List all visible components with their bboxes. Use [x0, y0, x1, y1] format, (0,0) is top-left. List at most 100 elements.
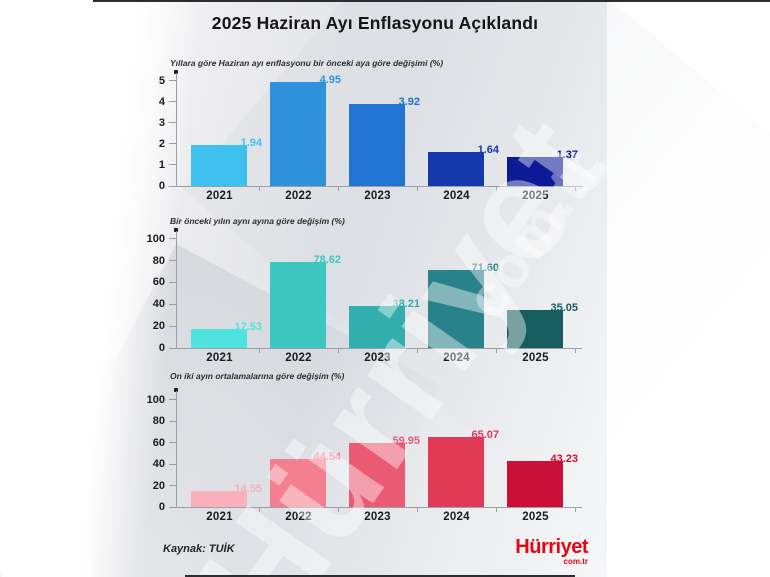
tick-mark-icon: [417, 187, 418, 191]
bar: 59.95: [349, 435, 420, 507]
tick-mark-icon: [169, 442, 176, 444]
y-axis-tick: 60: [138, 276, 178, 288]
bar: 44.54: [270, 451, 341, 507]
y-axis-tick: 100: [138, 394, 178, 406]
year-label: 2021: [206, 511, 233, 523]
bar-value-label: 1.94: [240, 137, 262, 150]
y-axis-tick: 60: [138, 437, 178, 449]
hurriyet-logo-text: Hürriyet: [515, 536, 588, 558]
y-axis-tick: 100: [138, 233, 178, 245]
axis-tick-label: 0: [158, 501, 165, 513]
bar: 3.92: [349, 96, 420, 186]
tick-mark-icon: [338, 508, 339, 512]
year-label: 2023: [364, 511, 391, 523]
bar-value-label: 17.53: [234, 320, 262, 333]
axis-tick-label: 0: [158, 180, 165, 192]
year-label: 2024: [443, 511, 470, 523]
bar-value-label: 1.37: [556, 149, 578, 162]
tick-mark-icon: [417, 508, 418, 512]
bar: 1.37: [507, 149, 578, 186]
tick-mark-icon: [575, 187, 576, 191]
bar-slot: 3.92 2023: [338, 73, 420, 202]
tick-mark-icon: [575, 349, 576, 353]
y-axis-tick: 1: [138, 159, 178, 171]
bar: 43.23: [507, 453, 578, 507]
bar: 17.53: [191, 321, 262, 348]
y-axis-tick: 5: [138, 75, 178, 87]
top-border-line: [93, 0, 770, 2]
tick-mark-icon: [496, 508, 497, 512]
chart-monthly-change: Yıllara göre Haziran ayı enflasyonu bir …: [0, 56, 770, 214]
axis-tick-label: 20: [152, 320, 165, 333]
tick-mark-icon: [169, 80, 176, 82]
bar-group: 17.53 2021 78.62 2022 38.21 2023 71.60 2024 35.0…: [180, 231, 578, 364]
tick-mark-icon: [169, 281, 176, 283]
tick-mark-icon: [338, 187, 339, 191]
tick-mark-icon: [169, 303, 176, 305]
y-axis-tick: 4: [138, 96, 178, 108]
bar-value-label: 78.62: [313, 254, 341, 266]
year-label: 2022: [285, 352, 312, 364]
bar: 71.60: [428, 262, 499, 348]
bar-value-label: 35.05: [550, 301, 578, 314]
year-label: 2025: [522, 511, 549, 523]
bar: 78.62: [270, 254, 341, 348]
tick-mark-icon: [259, 187, 260, 191]
bar-value-label: 38.21: [392, 298, 420, 311]
y-axis-tick: 40: [138, 298, 178, 310]
axis-tick-label: 80: [152, 254, 165, 267]
axis-tick-label: 1: [158, 158, 165, 171]
axis-tick-label: 80: [152, 415, 165, 428]
x-axis-line: [176, 507, 582, 508]
axis-tick-label: 4: [158, 95, 165, 108]
bar-slot: 17.53 2021: [180, 231, 262, 364]
chart-subtitle: Bir önceki yılın aynı ayına göre değişim…: [170, 216, 345, 226]
bar: 4.95: [270, 74, 341, 186]
bar: 35.05: [507, 302, 578, 348]
year-label: 2025: [522, 190, 549, 202]
chart-subtitle: Yıllara göre Haziran ayı enflasyonu bir …: [170, 58, 444, 68]
bar: 38.21: [349, 298, 420, 348]
tick-mark-icon: [496, 349, 497, 353]
bar-value-label: 44.54: [313, 451, 341, 464]
tick-mark-icon: [496, 187, 497, 191]
tick-mark-icon: [417, 349, 418, 353]
bar-value-label: 65.07: [471, 429, 499, 442]
bar-slot: 71.60 2024: [417, 231, 499, 364]
bar-group: 14.55 2021 44.54 2022 59.95 2023 65.07 2024 43.2…: [180, 391, 578, 523]
tick-mark-icon: [259, 508, 260, 512]
tick-mark-icon: [169, 506, 176, 508]
tick-mark-icon: [575, 508, 576, 512]
axis-tick-label: 40: [152, 298, 165, 311]
bar-value-label: 43.23: [550, 452, 578, 465]
year-label: 2024: [443, 190, 470, 202]
tick-mark-icon: [338, 349, 339, 353]
bar-slot: 43.23 2025: [496, 391, 578, 523]
axis-tick-label: 100: [146, 393, 165, 406]
hurriyet-logo: Hürriyet com.tr: [498, 537, 588, 566]
bar-slot: 78.62 2022: [259, 231, 341, 364]
year-label: 2021: [206, 352, 233, 364]
source-label: Kaynak: TUİK: [163, 543, 235, 555]
year-label: 2025: [522, 352, 549, 364]
y-axis-tick: 80: [138, 255, 178, 267]
tick-mark-icon: [169, 463, 176, 465]
year-label: 2022: [285, 511, 312, 523]
bar-slot: 4.95 2022: [259, 73, 341, 202]
tick-mark-icon: [169, 347, 176, 349]
bottom-border-line: [185, 575, 575, 577]
hurriyet-logo-domain: com.tr: [563, 557, 588, 566]
chart-twelve-month-average: On iki ayın ortalamalarına göre değişim …: [0, 369, 770, 531]
y-axis-tick: 20: [138, 480, 178, 492]
bar-slot: 14.55 2021: [180, 391, 262, 523]
bar-slot: 38.21 2023: [338, 231, 420, 364]
bar-value-label: 1.64: [477, 143, 499, 156]
page-title: 2025 Haziran Ayı Enflasyonu Açıklandı: [211, 13, 539, 33]
tick-mark-icon: [169, 143, 176, 145]
bar-slot: 1.64 2024: [417, 73, 499, 202]
year-label: 2024: [443, 352, 470, 364]
bar-slot: 65.07 2024: [417, 391, 499, 523]
axis-tick-label: 3: [158, 116, 165, 129]
tick-mark-icon: [169, 101, 176, 103]
